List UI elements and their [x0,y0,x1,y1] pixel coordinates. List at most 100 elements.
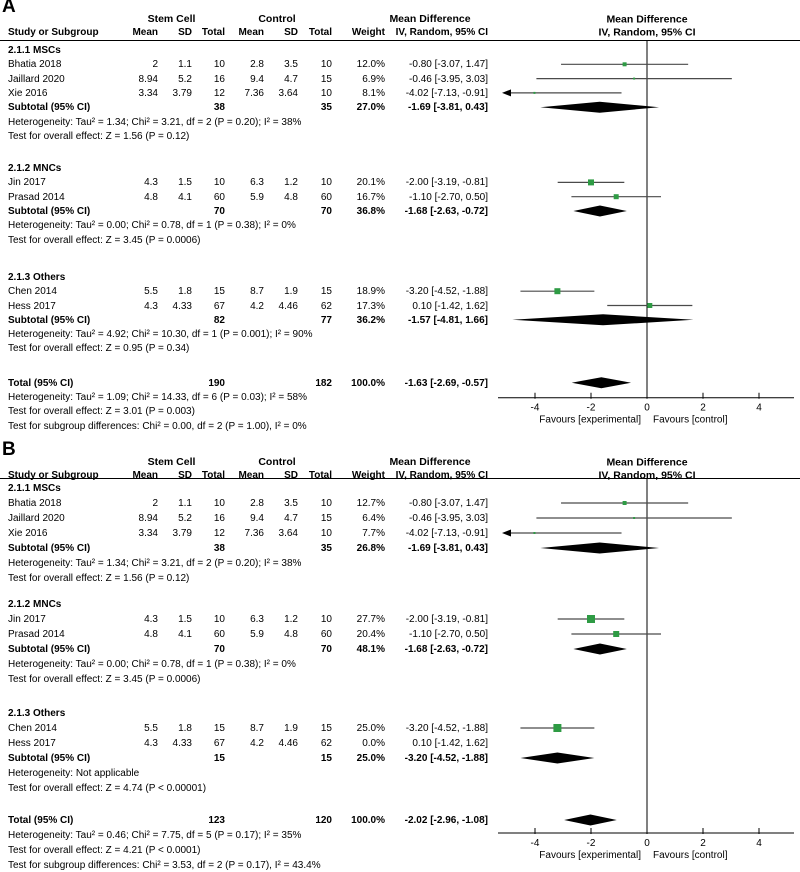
stemcell-total: 123 [208,815,225,826]
col-header-sd2: SD [284,27,298,38]
col-header-sd1: SD [178,27,192,38]
col-header-weight: Weight [351,27,385,38]
effect-marker [622,62,627,67]
axis-tick-label: 0 [644,838,650,849]
study-name: Chen 2014 [8,286,57,298]
study-name: Xie 2016 [8,87,48,99]
stemcell-mean: 5.5 [144,723,158,734]
group-header-control: Control [258,456,296,468]
control-total: 15 [320,723,332,734]
control-sd: 4.46 [278,738,298,749]
stemcell-total: 38 [213,102,225,114]
note-row: Heterogeneity: Tau² = 0.00; Chi² = 0.78,… [0,658,496,671]
col-header-weight: Weight [351,470,385,481]
stemcell-total: 60 [213,191,225,203]
group-header-mean-difference: Mean Difference [389,13,471,25]
control-total: 10 [320,87,332,99]
weight-value: 100.0% [351,377,385,389]
subtotal-row: Subtotal (95% CI) 70 70 48.1% -1.68 [-2.63, … [0,643,496,656]
effect-marker [587,615,595,623]
stemcell-total: 70 [213,644,225,655]
stemcell-mean: 2 [152,498,158,509]
control-mean: 6.3 [250,614,264,625]
effect-marker [533,532,536,534]
subtotal-label: Subtotal (95% CI) [8,206,91,217]
effect-marker [533,91,536,94]
subtotal-label: Subtotal (95% CI) [8,102,91,114]
group-header-mean-difference: Mean Difference [389,456,471,468]
control-total: 35 [320,543,332,554]
ci-text: -1.68 [-2.63, -0.72] [404,644,488,655]
weight-value: 8.1% [362,87,385,99]
stemcell-mean: 4.3 [144,300,158,312]
study-name: Bhatia 2018 [8,59,62,71]
note-row: Heterogeneity: Tau² = 1.34; Chi² = 3.21,… [0,557,496,570]
favours-right-label: Favours [control] [653,415,728,426]
header-divider [0,40,800,42]
col-header-mean1: Mean [132,27,158,38]
ci-text: -0.46 [-3.95, 3.03] [409,513,488,524]
stemcell-total: 10 [213,614,225,625]
control-total: 70 [320,206,332,217]
control-total: 15 [320,286,332,298]
note-row: Test for subgroup differences: Chi² = 3.… [0,859,496,872]
control-mean: 8.7 [250,286,264,298]
control-total: 15 [320,753,332,764]
ci-text: -3.20 [-4.52, -1.88] [404,753,488,764]
weight-value: 26.8% [356,543,385,554]
control-sd: 1.2 [284,614,298,625]
study-name: Prasad 2014 [8,629,65,640]
control-total: 60 [320,629,332,640]
weight-value: 25.0% [356,723,385,734]
weight-value: 17.3% [356,300,385,312]
control-sd: 4.46 [278,300,298,312]
column-header-row: Study or Subgroup Mean SD Total Mean SD Total W… [0,469,496,482]
subtotal-diamond [573,643,627,655]
study-row: Prasad 2014 4.8 4.1 60 5.9 4.8 60 16.7% -1.10 [-… [0,191,496,204]
heterogeneity-note: Test for subgroup differences: Chi² = 0.… [8,420,307,432]
study-row: Xie 2016 3.34 3.79 12 7.36 3.64 10 7.7% -4.02 [-… [0,527,496,540]
col-header-sd2: SD [284,470,298,481]
note-row: Test for overall effect: Z = 0.95 (P = 0… [0,342,496,355]
total-diamond [564,814,617,826]
study-row: Hess 2017 4.3 4.33 67 4.2 4.46 62 17.3% 0.10 [-1… [0,300,496,313]
weight-value: 12.7% [356,498,385,509]
study-row: Prasad 2014 4.8 4.1 60 5.9 4.8 60 20.4% -1.10 [-… [0,628,496,641]
stemcell-total: 15 [213,723,225,734]
ci-text: -3.20 [-4.52, -1.88] [405,723,488,734]
subgroup-label: 2.1.1 MSCs [8,45,61,56]
stemcell-total: 82 [213,314,225,326]
total-label: Total (95% CI) [8,377,74,389]
control-mean: 4.2 [250,738,264,749]
heterogeneity-note: Test for overall effect: Z = 4.74 (P < 0… [8,783,207,794]
stemcell-sd: 1.5 [178,177,192,189]
subgroup-label: 2.1.1 MSCs [8,483,61,494]
control-mean: 2.8 [250,59,264,71]
axis-tick-label: -4 [531,838,540,849]
subgroup-label-row: 2.1.1 MSCs [0,482,496,495]
subtotal-row: Subtotal (95% CI) 38 35 27.0% -1.69 [-3.81, … [0,101,496,114]
subtotal-label: Subtotal (95% CI) [8,543,91,554]
study-row: Xie 2016 3.34 3.79 12 7.36 3.64 10 8.1% -4.02 [-… [0,87,496,100]
stemcell-sd: 4.1 [178,629,192,640]
control-total: 10 [320,59,332,71]
col-header-mean2: Mean [238,470,264,481]
ci-text: -1.57 [-4.81, 1.66] [407,314,488,326]
total-row: Total (95% CI) 123 120 100.0% -2.02 [-2.96, … [0,814,496,827]
heterogeneity-note: Test for subgroup differences: Chi² = 3.… [8,860,321,871]
axis-tick-label: -2 [587,403,596,414]
note-row: Test for overall effect: Z = 1.56 (P = 0… [0,130,496,143]
stemcell-total: 190 [208,377,225,389]
stemcell-total: 16 [213,73,225,85]
axis-tick-label: 4 [756,403,762,414]
stemcell-total: 67 [213,300,225,312]
column-header-row: Study or Subgroup Mean SD Total Mean SD Total W… [0,26,496,39]
stemcell-mean: 2 [152,59,158,71]
effect-marker [633,517,636,519]
stemcell-mean: 5.5 [144,286,158,298]
study-row: Chen 2014 5.5 1.8 15 8.7 1.9 15 25.0% -3.20 [-4.… [0,722,496,735]
col-header-total1: Total [201,470,225,481]
subtotal-row: Subtotal (95% CI) 82 77 36.2% -1.57 [-4.81, … [0,314,496,327]
stemcell-total: 60 [213,629,225,640]
